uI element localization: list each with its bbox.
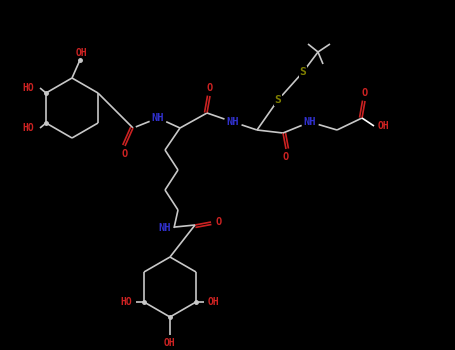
Text: OH: OH (164, 338, 176, 348)
Text: HO: HO (22, 123, 34, 133)
Text: O: O (362, 88, 368, 98)
Text: OH: OH (378, 121, 390, 131)
Text: O: O (216, 217, 222, 227)
Text: S: S (275, 95, 281, 105)
Text: HO: HO (120, 297, 132, 307)
Text: NH: NH (304, 117, 316, 127)
Text: S: S (300, 67, 306, 77)
Text: OH: OH (208, 297, 220, 307)
Text: OH: OH (76, 48, 88, 58)
Text: HO: HO (22, 83, 34, 93)
Text: O: O (122, 149, 128, 159)
Text: NH: NH (159, 223, 171, 233)
Text: NH: NH (227, 117, 239, 127)
Text: O: O (207, 83, 213, 93)
Text: NH: NH (152, 113, 164, 123)
Text: O: O (283, 152, 289, 162)
